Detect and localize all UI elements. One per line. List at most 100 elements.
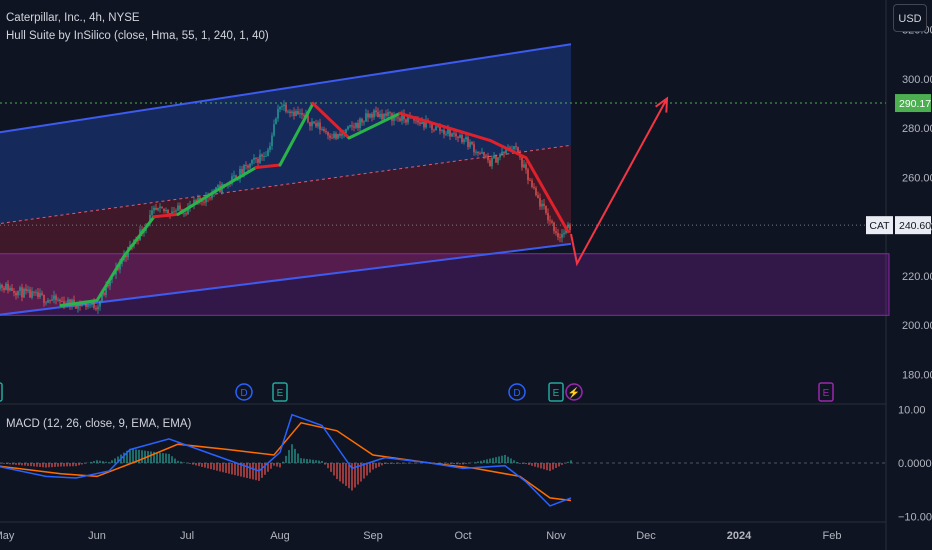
candle (41, 293, 43, 295)
candle (447, 129, 449, 134)
hull-suite-legend[interactable]: Hull Suite by InSilico (close, Hma, 55, … (6, 30, 269, 42)
candle (543, 203, 545, 206)
candle (299, 113, 301, 115)
candle (503, 151, 505, 154)
candle (25, 288, 27, 291)
candle (467, 137, 469, 147)
candle (353, 126, 355, 128)
candle (151, 210, 153, 215)
candle (327, 132, 329, 136)
candle (201, 201, 203, 202)
candle (557, 232, 559, 238)
candle (241, 168, 243, 174)
macd-line (0, 413, 572, 507)
candle (179, 205, 181, 210)
channel-lower-fill (0, 145, 571, 315)
candle (63, 301, 65, 306)
hull-segment-1 (152, 212, 180, 219)
time-tick-label-2: Jul (180, 530, 194, 542)
candle (249, 163, 251, 168)
candle (119, 263, 121, 270)
candle (307, 114, 309, 123)
candle (555, 231, 557, 233)
time-tick-label-7: Dec (636, 530, 656, 542)
candle (431, 124, 433, 130)
candle (437, 126, 439, 128)
current-price-tag (895, 216, 931, 235)
event-marker-2 (272, 382, 288, 402)
candle (345, 129, 347, 134)
macd-legend[interactable]: MACD (12, 26, close, 9, EMA, EMA) (6, 418, 192, 430)
hull-segment-6 (347, 111, 402, 140)
macd-tick-label-1: 0.0000 (898, 458, 932, 470)
candle (49, 300, 51, 302)
candle (295, 111, 297, 116)
candle (311, 121, 313, 127)
currency-button[interactable]: USD (893, 4, 927, 32)
candle (61, 301, 63, 303)
candle (15, 292, 17, 296)
candle (363, 121, 365, 123)
candle (55, 295, 57, 301)
candle (37, 292, 39, 297)
candle (375, 110, 377, 113)
candle (405, 119, 407, 123)
candle (107, 284, 109, 287)
candle (539, 197, 541, 207)
candle (89, 304, 91, 306)
candle (457, 136, 459, 138)
price-tick-label-7: 180.00 (902, 369, 932, 381)
time-tick-label-6: Nov (546, 530, 566, 542)
candle (95, 308, 97, 310)
candle (33, 291, 35, 293)
macd-histogram (0, 444, 572, 491)
candle (469, 141, 471, 147)
candle (433, 129, 435, 131)
candle (383, 113, 385, 120)
hull-segment-2 (176, 166, 258, 216)
candle (435, 126, 437, 131)
candle (491, 158, 493, 167)
candle (195, 200, 197, 203)
channel-lower-line (0, 242, 572, 316)
candle (203, 201, 205, 203)
time-tick-label-1: Jun (88, 530, 106, 542)
candle (93, 301, 95, 309)
candle (51, 299, 53, 301)
candle (53, 295, 55, 300)
price-tick-label-3: 260.00 (902, 172, 932, 184)
candle (335, 133, 337, 139)
candle (517, 147, 519, 154)
candle (45, 302, 47, 304)
time-tick-label-0: May (0, 530, 15, 542)
candle (423, 121, 425, 128)
macd-signal-line (0, 421, 572, 502)
candle (247, 165, 249, 168)
candle (171, 211, 173, 215)
candle (271, 135, 273, 146)
candle (239, 168, 241, 180)
candle (465, 137, 467, 140)
candle (161, 206, 163, 209)
time-tick-label-9: Feb (823, 530, 842, 542)
candle (505, 148, 507, 154)
candle (1, 284, 3, 288)
chart-title: Caterpillar, Inc., 4h, NYSE (6, 12, 140, 24)
candle (473, 144, 475, 153)
candle (291, 111, 293, 113)
candle (81, 304, 83, 306)
event-marker-4 (548, 382, 564, 402)
candle (443, 129, 445, 135)
candle (553, 222, 555, 232)
candle (19, 287, 21, 291)
candle (0, 284, 1, 289)
event-marker-label-1: D (240, 388, 247, 399)
candle (421, 121, 423, 124)
candle (283, 104, 285, 107)
candle (403, 113, 405, 120)
hull-segment-7 (398, 111, 570, 234)
candle (477, 151, 479, 154)
candle (301, 113, 303, 115)
candle (479, 153, 481, 154)
